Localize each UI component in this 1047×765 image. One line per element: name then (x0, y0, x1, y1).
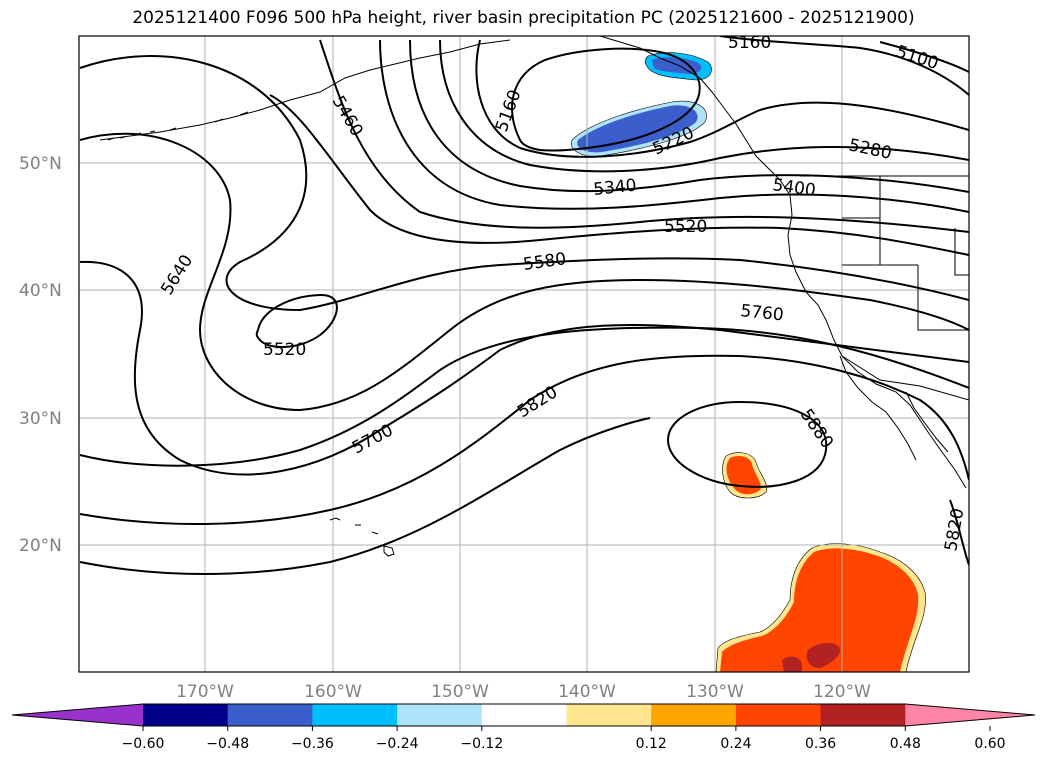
coast-gulf-california (905, 391, 949, 453)
colorbar-segment (820, 704, 906, 726)
contour-5160-east (719, 36, 969, 96)
contour-label: 5340 (592, 176, 637, 200)
contour-5340 (409, 39, 969, 193)
lat-label: 20°N (19, 536, 62, 556)
lon-label: 120°W (813, 682, 871, 702)
colorbar-segment (312, 704, 398, 726)
lon-label: 130°W (686, 682, 744, 702)
colorbar-segment (566, 704, 652, 726)
colorbar-segment (651, 704, 737, 726)
contour-label: 5640 (157, 251, 197, 298)
colorbar-extend-min (12, 704, 143, 726)
shade-positive-mexico-dark-1 (806, 642, 841, 668)
contour-label: 5760 (739, 301, 784, 325)
contour-5520-closed (255, 293, 338, 348)
contour-5280 (439, 39, 969, 173)
coast-baja (839, 355, 917, 461)
lon-label: 160°W (304, 682, 362, 702)
contour-5100 (879, 41, 969, 73)
colorbar-tick-label: −0.12 (460, 736, 503, 752)
contour-label: 5520 (263, 340, 306, 360)
colorbar-segment (481, 704, 567, 726)
contour-5520-main (269, 94, 969, 256)
border-us-mexico (841, 355, 969, 401)
colorbar-tick-label: 0.36 (805, 736, 836, 752)
lat-label: 40°N (19, 281, 62, 301)
contour-label: 5580 (522, 249, 568, 275)
contour-5160-low (511, 47, 701, 152)
shade-negative-alaska-4 (652, 57, 702, 74)
contour-5820 (79, 354, 969, 526)
coast-hawaii (329, 517, 395, 557)
contour-5640 (79, 132, 969, 412)
contour-label: 5160 (728, 33, 771, 53)
latitude-labels: 50°N 40°N 30°N 20°N (19, 154, 62, 556)
lon-label: 150°W (431, 682, 489, 702)
shade-positive-mexico-dark-2 (782, 656, 802, 672)
colorbar-segment (143, 704, 229, 726)
lon-label: 170°W (176, 682, 234, 702)
contour-5880 (667, 400, 828, 488)
contour-5400 (379, 39, 969, 213)
colorbar-tick-label: 0.60 (974, 736, 1005, 752)
shaded-precipitation (571, 52, 926, 672)
colorbar-tick-label: −0.24 (376, 736, 419, 752)
map-title: 2025121400 F096 500 hPa height, river ba… (132, 8, 915, 28)
colorbar-tick-label: −0.48 (206, 736, 249, 752)
height-contours (79, 36, 969, 575)
contour-label: 5280 (847, 135, 893, 164)
colorbar: −0.60 −0.48 −0.36 −0.24 −0.12 0.12 0.24 0.36 0.4… (11, 703, 1036, 752)
contour-label: 5460 (328, 93, 367, 140)
contour-5760 (79, 326, 969, 467)
contour-5700 (79, 260, 969, 476)
lon-label: 140°W (558, 682, 616, 702)
colorbar-tick-label: 0.12 (636, 736, 667, 752)
colorbar-tick-label: 0.24 (720, 736, 751, 752)
contour-label: 5100 (893, 42, 940, 74)
lat-label: 50°N (19, 154, 62, 174)
coast-alaska-gulf (599, 36, 967, 489)
contour-label: 5400 (771, 175, 817, 201)
colorbar-tick-label: 0.48 (890, 736, 921, 752)
contour-label: 5520 (664, 217, 707, 237)
colorbar-segment (735, 704, 822, 726)
contour-label: 5160 (492, 87, 526, 134)
contour-label: 5820 (514, 382, 561, 422)
border-us-states-1 (842, 176, 969, 331)
map-frame (78, 35, 970, 673)
colorbar-extend-max (905, 704, 1035, 726)
shade-negative-alaska-2 (577, 105, 698, 153)
shade-positive-mexico-core (720, 548, 919, 672)
colorbar-tick-label: −0.60 (122, 736, 165, 752)
longitude-labels: 170°W 160°W 150°W 140°W 130°W 120°W (176, 682, 871, 702)
contour-5220 (475, 39, 969, 158)
colorbar-segment (227, 704, 313, 726)
colorbar-tick-label: −0.36 (291, 736, 334, 752)
lat-label: 30°N (19, 409, 62, 429)
contour-labels: 5160 5100 5160 5460 5220 5280 5340 5400 … (157, 33, 968, 553)
contour-5820-south (79, 417, 969, 575)
contour-5580 (79, 55, 969, 312)
contour-label: 5880 (796, 405, 837, 452)
colorbar-segment (397, 704, 483, 726)
contour-5460 (319, 39, 969, 233)
